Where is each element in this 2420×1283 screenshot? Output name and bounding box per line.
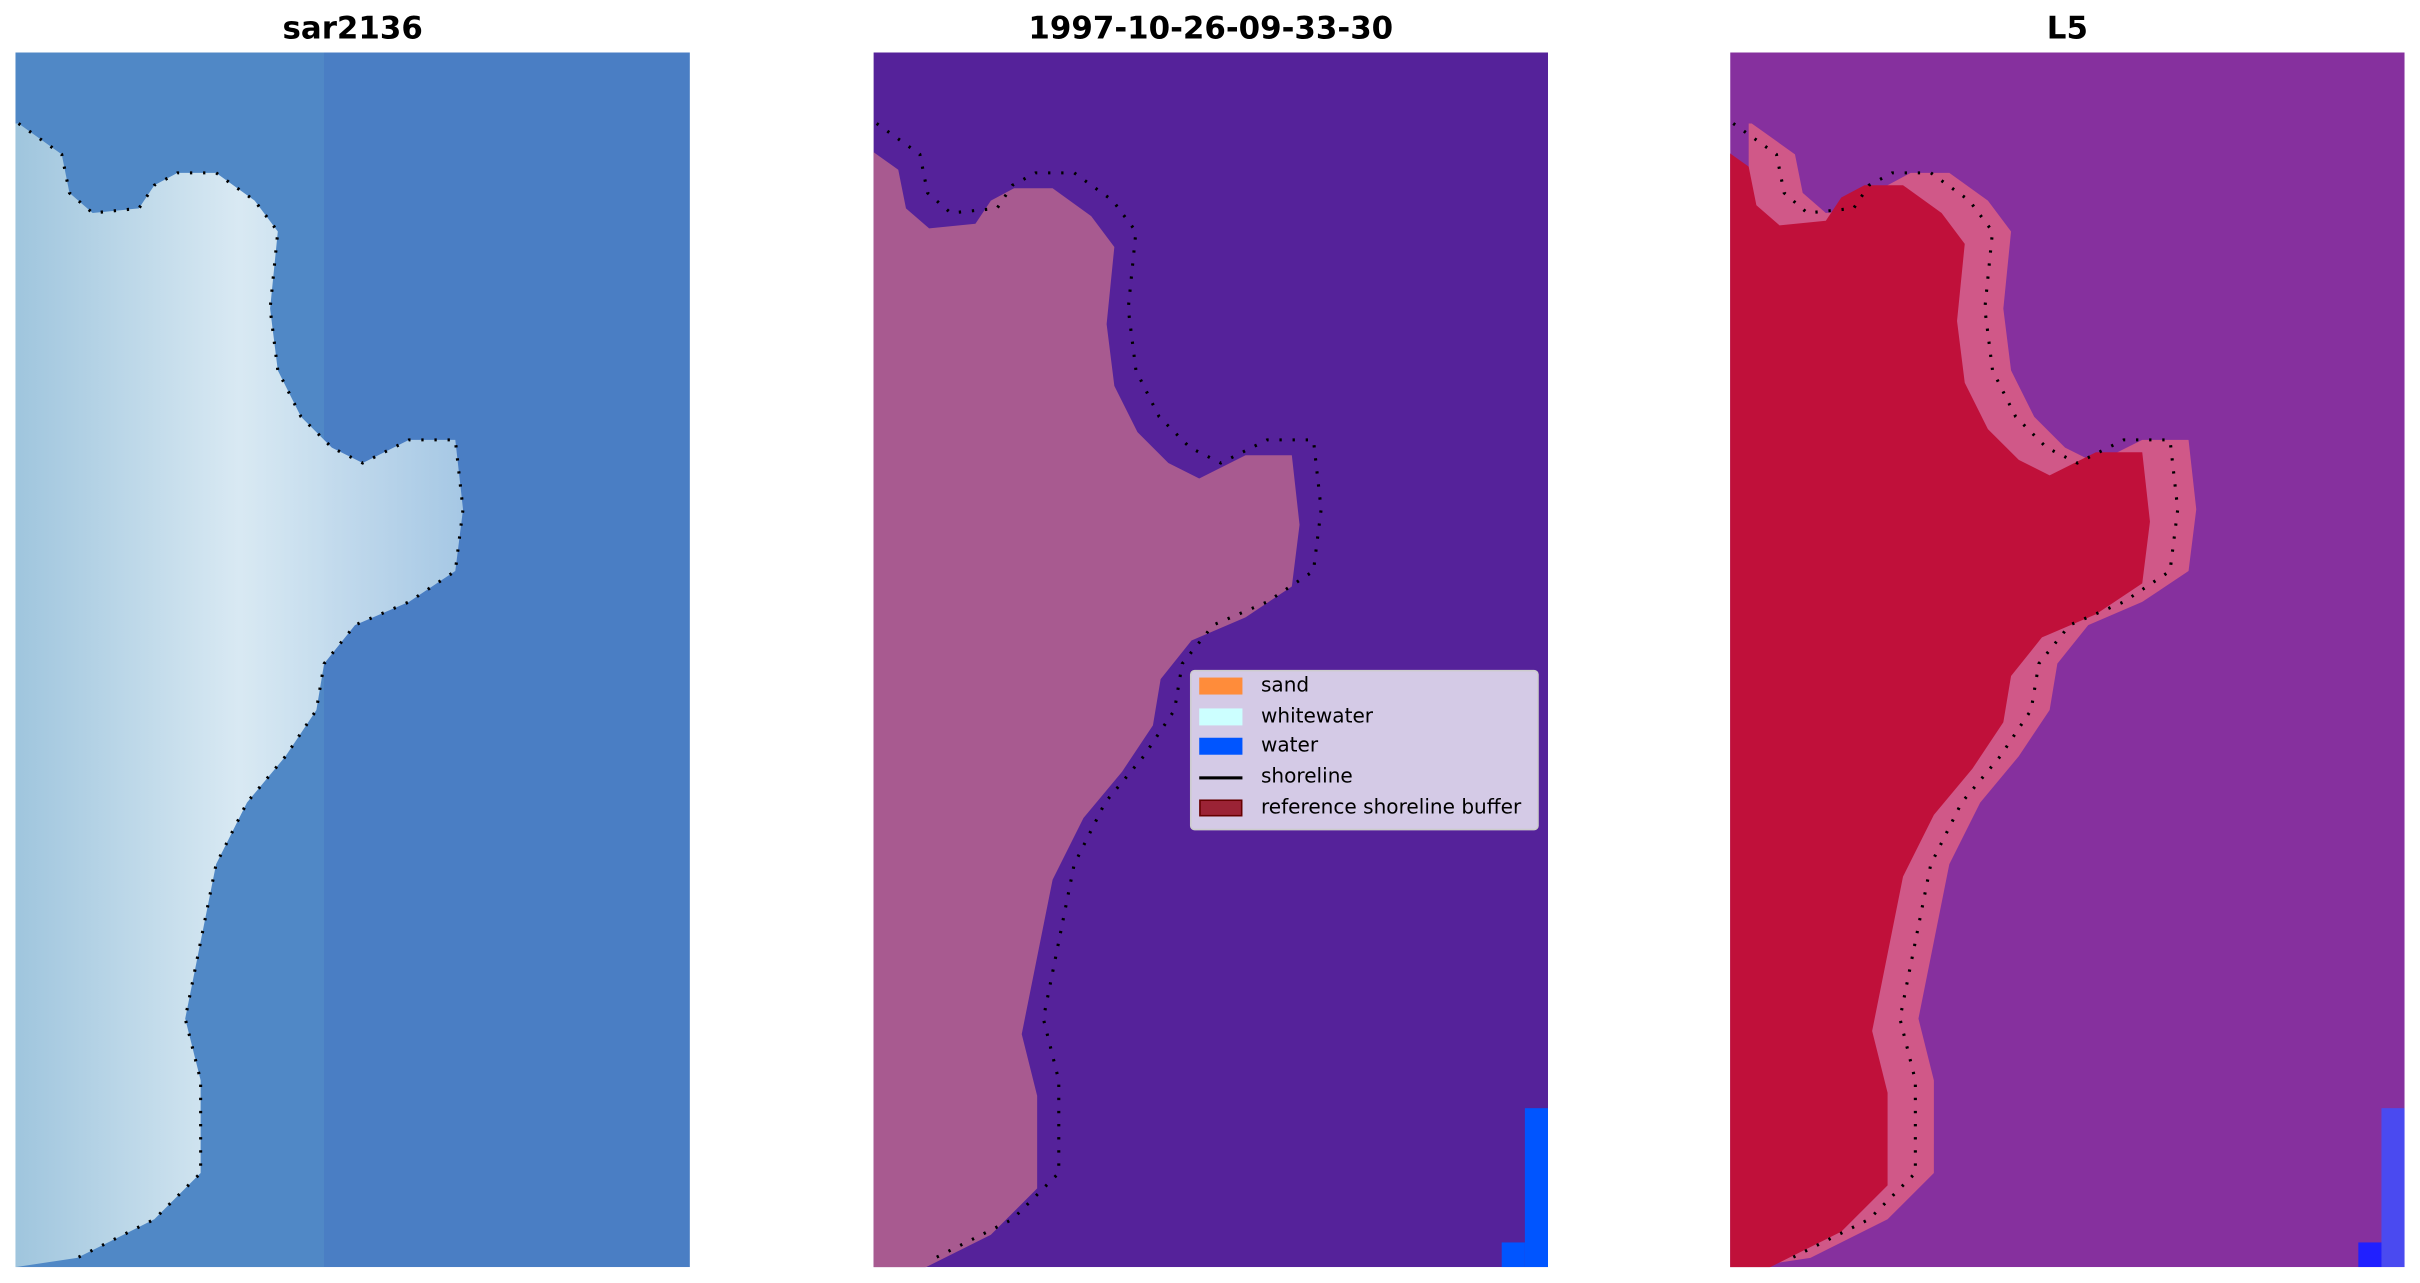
beach-area: [15, 123, 464, 1268]
sand-swatch: [1199, 678, 1243, 695]
legend-item-shoreline: shoreline: [1192, 762, 1538, 792]
legend: sand whitewater water shoreline referenc…: [1189, 669, 1539, 831]
legend-item-water: water: [1192, 732, 1538, 762]
shoreline-swatch: [1199, 775, 1243, 779]
legend-item-whitewater: whitewater: [1192, 702, 1538, 732]
legend-item-sand: sand: [1192, 671, 1538, 701]
panel-title-index: L5: [2046, 9, 2088, 47]
buffer-area: [873, 152, 1300, 1268]
index-image-panel: [1730, 52, 2405, 1268]
legend-item-buffer: reference shoreline buffer: [1192, 792, 1538, 822]
classified-image-panel: [873, 52, 1549, 1268]
buffer-swatch: [1199, 798, 1243, 816]
panel-title-rgb: sar2136: [282, 9, 423, 47]
water-swatch: [1199, 738, 1243, 756]
whitewater-swatch: [1199, 708, 1243, 726]
land-index-area: [1730, 153, 2150, 1268]
panel-title-classified: 1997-10-26-09-33-30: [1028, 9, 1394, 47]
water-pixels: [1524, 1108, 1549, 1268]
rgb-image-panel: [15, 52, 690, 1268]
